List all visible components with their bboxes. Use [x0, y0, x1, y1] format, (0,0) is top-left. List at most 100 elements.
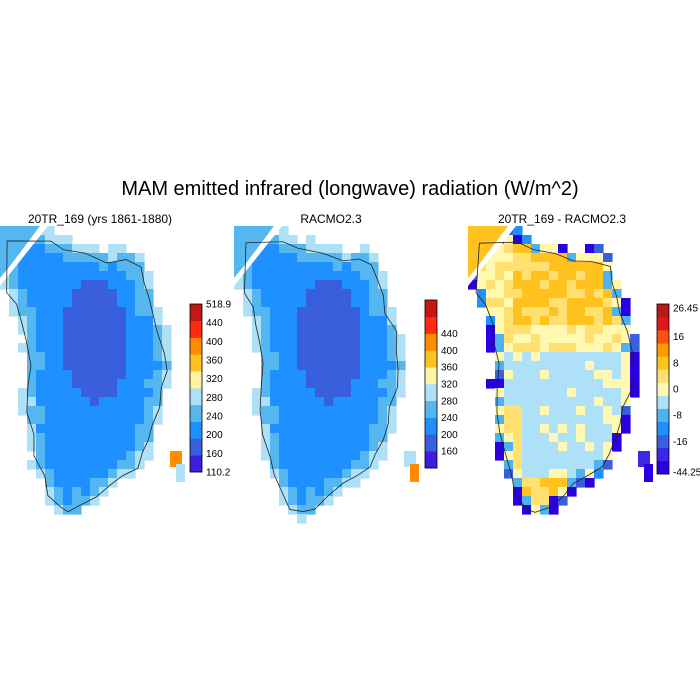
- field-cell: [90, 298, 100, 308]
- field-cell: [612, 370, 622, 380]
- field-cell: [90, 289, 100, 299]
- field-cell: [288, 262, 298, 272]
- field-cell: [558, 298, 568, 308]
- field-cell: [540, 280, 550, 290]
- field-cell: [558, 379, 568, 389]
- field-cell: [567, 397, 577, 407]
- field-cell: [324, 253, 334, 263]
- field-cell: [72, 298, 82, 308]
- field-cell: [288, 469, 298, 479]
- field-cell: [81, 478, 91, 488]
- field-cell: [162, 325, 172, 335]
- field-cell: [621, 334, 631, 344]
- field-cell: [18, 307, 28, 317]
- field-cell: [27, 343, 37, 353]
- field-cell: [81, 451, 91, 461]
- colorbar-swatch: [657, 369, 669, 383]
- field-cell: [99, 397, 109, 407]
- field-cell: [513, 433, 523, 443]
- field-cell: [315, 496, 325, 506]
- field-cell: [342, 433, 352, 443]
- colorbar-tick-label: 200: [441, 430, 458, 441]
- field-cell: [36, 244, 46, 254]
- field-cell: [54, 460, 64, 470]
- field-cell: [63, 496, 73, 506]
- field-cell: [63, 316, 73, 326]
- panel-title-racmo: RACMO2.3: [300, 212, 362, 226]
- field-cell: [594, 352, 604, 362]
- field-cell: [90, 460, 100, 470]
- field-cell: [261, 379, 271, 389]
- field-cell: [333, 397, 343, 407]
- field-cell: [576, 271, 586, 281]
- field-cell: [558, 415, 568, 425]
- field-cell: [522, 478, 532, 488]
- field-cell: [360, 370, 370, 380]
- colorbar-swatch: [190, 304, 202, 322]
- field-cell: [567, 280, 577, 290]
- field-cell: [27, 379, 37, 389]
- field-cell: [585, 424, 595, 434]
- colorbar-tick-label: 320: [441, 380, 458, 391]
- field-cell: [126, 451, 136, 461]
- field-cell: [36, 325, 46, 335]
- field-cell: [612, 325, 622, 335]
- field-cell: [9, 298, 19, 308]
- field-cell: [603, 262, 613, 272]
- field-cell: [117, 397, 127, 407]
- field-cell: [369, 253, 379, 263]
- field-cell: [162, 352, 172, 362]
- field-cell: [27, 433, 37, 443]
- field-cell: [270, 460, 280, 470]
- field-cell: [27, 307, 37, 317]
- field-cell: [342, 325, 352, 335]
- field-cell: [117, 244, 127, 254]
- field-cell: [621, 325, 631, 335]
- field-cell: [531, 487, 541, 497]
- field-cell: [315, 433, 325, 443]
- colorbar-difference: -44.25 -16 -8 0 8 16 26.45: [656, 304, 700, 479]
- field-cell: [270, 361, 280, 371]
- field-cell: [45, 262, 55, 272]
- field-cell: [117, 460, 127, 470]
- field-cell: [387, 334, 397, 344]
- field-cell: [495, 451, 505, 461]
- field-cell: [513, 280, 523, 290]
- field-cell: [153, 361, 163, 371]
- field-cell: [531, 478, 541, 488]
- colorbar-tick-label: 160: [206, 449, 223, 460]
- field-cell: [342, 451, 352, 461]
- field-cell: [315, 424, 325, 434]
- field-cell: [108, 397, 118, 407]
- field-cell: [558, 424, 568, 434]
- field-cell: [99, 442, 109, 452]
- field-cell: [585, 442, 595, 452]
- field-cell: [45, 325, 55, 335]
- panel-title-model: 20TR_169 (yrs 1861-1880): [27, 212, 173, 226]
- field-cell: [531, 307, 541, 317]
- field-cell: [261, 424, 271, 434]
- field-cell: [612, 334, 622, 344]
- field-cell: [378, 442, 388, 452]
- field-cell: [369, 370, 379, 380]
- field-cell: [117, 289, 127, 299]
- field-cell: [306, 370, 316, 380]
- field-cell: [306, 325, 316, 335]
- field-cell: [126, 298, 136, 308]
- field-cell: [45, 424, 55, 434]
- field-cell: [549, 460, 559, 470]
- field-cell: [18, 253, 28, 263]
- greenland-field-model: [0, 226, 185, 515]
- field-cell: [315, 415, 325, 425]
- field-cell: [549, 469, 559, 479]
- field-cell: [531, 424, 541, 434]
- field-cell: [495, 370, 505, 380]
- field-cell: [342, 352, 352, 362]
- field-cell: [81, 442, 91, 452]
- field-cell: [63, 280, 73, 290]
- field-cell: [45, 298, 55, 308]
- field-cell: [63, 325, 73, 335]
- field-cell: [54, 496, 64, 506]
- field-cell: [45, 433, 55, 443]
- field-cell: [81, 262, 91, 272]
